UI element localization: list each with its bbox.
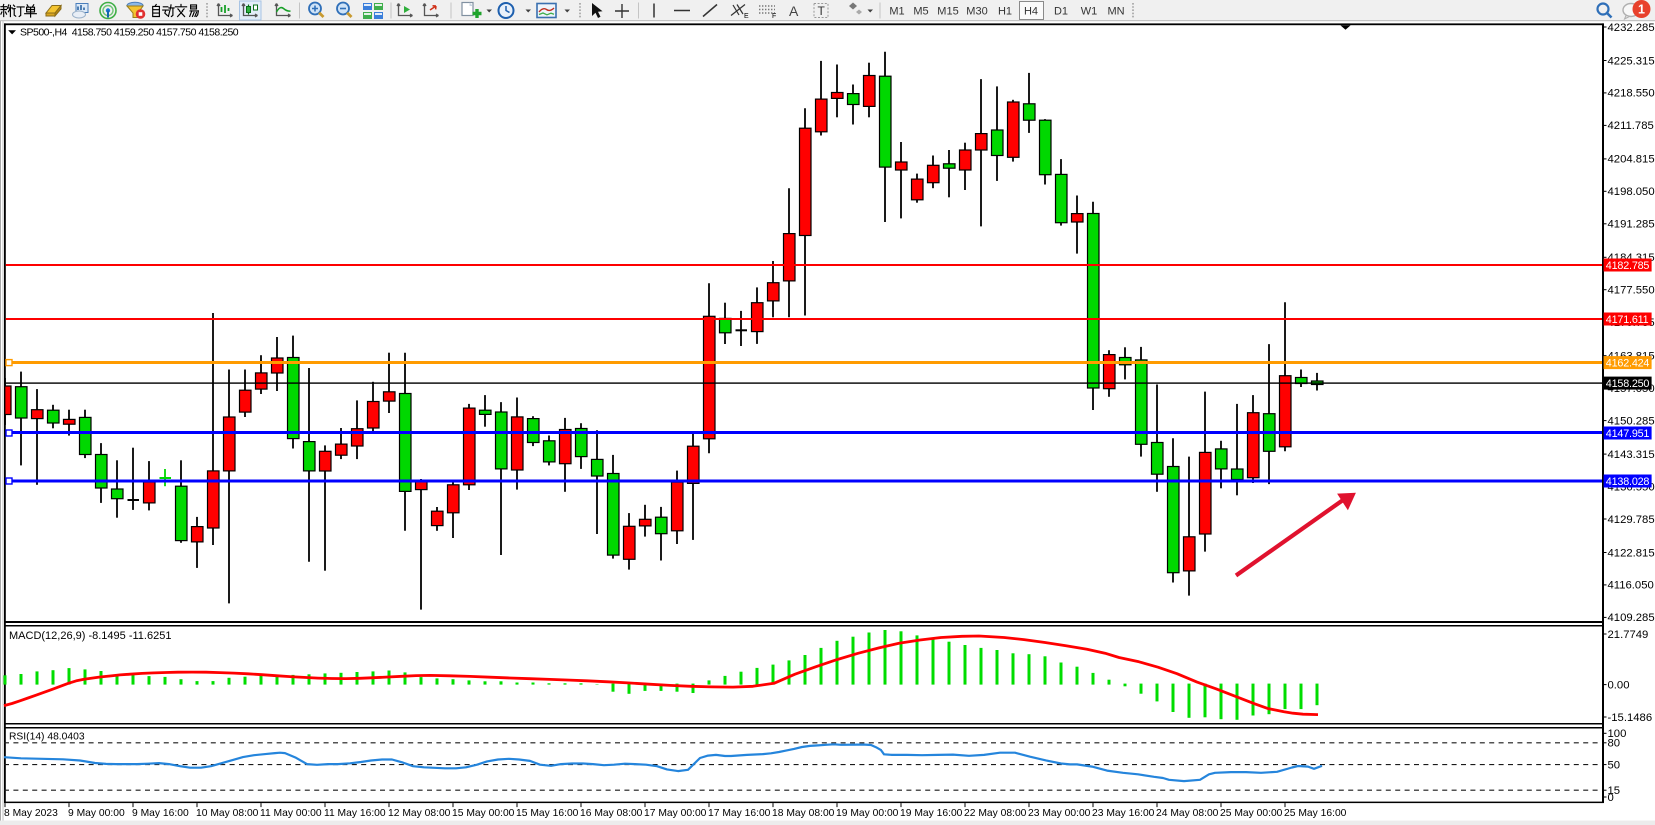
svg-text:M1: M1 xyxy=(889,6,904,18)
svg-text:21.7749: 21.7749 xyxy=(1608,629,1649,641)
svg-text:4150.285: 4150.285 xyxy=(1608,415,1655,427)
svg-text:50: 50 xyxy=(1608,759,1621,771)
svg-text:17 May 00:00: 17 May 00:00 xyxy=(644,808,707,819)
svg-text:SP500-,H4 4158.750 4159.250 4: SP500-,H4 4158.750 4159.250 4157.750 415… xyxy=(20,27,239,39)
svg-text:4143.315: 4143.315 xyxy=(1608,449,1655,461)
svg-text:15: 15 xyxy=(1608,785,1621,797)
svg-text:4129.785: 4129.785 xyxy=(1608,514,1655,526)
svg-text:M30: M30 xyxy=(966,6,987,18)
svg-text:4177.550: 4177.550 xyxy=(1608,285,1655,297)
svg-text:M5: M5 xyxy=(913,6,928,18)
svg-text:MACD(12,26,9) -8.1495 -11.6251: MACD(12,26,9) -8.1495 -11.6251 xyxy=(9,630,171,642)
svg-text:4138.028: 4138.028 xyxy=(1606,476,1650,488)
svg-text:17 May 16:00: 17 May 16:00 xyxy=(708,808,771,819)
svg-text:4116.050: 4116.050 xyxy=(1608,580,1654,592)
svg-text:F: F xyxy=(772,13,776,20)
svg-text:-15.1486: -15.1486 xyxy=(1608,712,1653,724)
svg-text:4171.611: 4171.611 xyxy=(1606,314,1649,326)
svg-text:4191.285: 4191.285 xyxy=(1608,219,1655,231)
svg-text:80: 80 xyxy=(1608,738,1621,750)
svg-text:16 May 08:00: 16 May 08:00 xyxy=(580,808,643,819)
svg-text:23 May 16:00: 23 May 16:00 xyxy=(1092,808,1155,819)
svg-text:4109.285: 4109.285 xyxy=(1608,612,1655,624)
svg-text:H1: H1 xyxy=(998,6,1012,18)
svg-text:MN: MN xyxy=(1107,6,1124,18)
svg-text:4225.315: 4225.315 xyxy=(1608,55,1655,67)
svg-text:A: A xyxy=(789,3,799,19)
svg-text:4211.785: 4211.785 xyxy=(1608,120,1654,132)
svg-text:M15: M15 xyxy=(937,6,958,18)
svg-text:4204.815: 4204.815 xyxy=(1608,154,1655,166)
svg-text:4147.951: 4147.951 xyxy=(1606,428,1650,440)
svg-text:11 May 16:00: 11 May 16:00 xyxy=(324,808,386,819)
svg-text:23 May 00:00: 23 May 00:00 xyxy=(1028,808,1091,819)
svg-text:18 May 08:00: 18 May 08:00 xyxy=(772,808,835,819)
svg-text:4122.815: 4122.815 xyxy=(1608,547,1655,559)
svg-text:1: 1 xyxy=(1638,2,1645,16)
svg-text:4218.550: 4218.550 xyxy=(1608,88,1655,100)
svg-text:0.00: 0.00 xyxy=(1608,679,1630,691)
svg-text:4198.050: 4198.050 xyxy=(1608,186,1655,198)
svg-text:4158.250: 4158.250 xyxy=(1606,378,1650,390)
svg-text:8 May 2023: 8 May 2023 xyxy=(4,808,58,819)
svg-text:T: T xyxy=(818,4,826,18)
svg-text:12 May 08:00: 12 May 08:00 xyxy=(388,808,451,819)
svg-text:RSI(14) 48.0403: RSI(14) 48.0403 xyxy=(9,732,85,743)
svg-text:0: 0 xyxy=(1608,792,1614,804)
svg-text:24 May 08:00: 24 May 08:00 xyxy=(1156,808,1219,819)
svg-text:22 May 08:00: 22 May 08:00 xyxy=(964,808,1027,819)
svg-text:10 May 08:00: 10 May 08:00 xyxy=(196,808,259,819)
svg-text:E: E xyxy=(744,13,749,20)
svg-text:19 May 00:00: 19 May 00:00 xyxy=(836,808,899,819)
svg-text:9 May 00:00: 9 May 00:00 xyxy=(68,808,125,819)
svg-text:H4: H4 xyxy=(1024,6,1038,18)
svg-text:W1: W1 xyxy=(1081,6,1098,18)
svg-text:25 May 00:00: 25 May 00:00 xyxy=(1220,808,1283,819)
svg-text:4232.285: 4232.285 xyxy=(1608,22,1655,34)
svg-text:11 May 00:00: 11 May 00:00 xyxy=(260,808,322,819)
svg-text:15 May 16:00: 15 May 16:00 xyxy=(516,808,579,819)
svg-text:4162.424: 4162.424 xyxy=(1606,357,1650,369)
svg-text:4182.785: 4182.785 xyxy=(1606,260,1650,272)
svg-text:19 May 16:00: 19 May 16:00 xyxy=(900,808,963,819)
svg-text:15 May 00:00: 15 May 00:00 xyxy=(452,808,515,819)
svg-text:D1: D1 xyxy=(1054,6,1068,18)
svg-text:25 May 16:00: 25 May 16:00 xyxy=(1284,808,1347,819)
svg-text:9 May 16:00: 9 May 16:00 xyxy=(132,808,189,819)
svg-text:100: 100 xyxy=(1608,728,1627,740)
